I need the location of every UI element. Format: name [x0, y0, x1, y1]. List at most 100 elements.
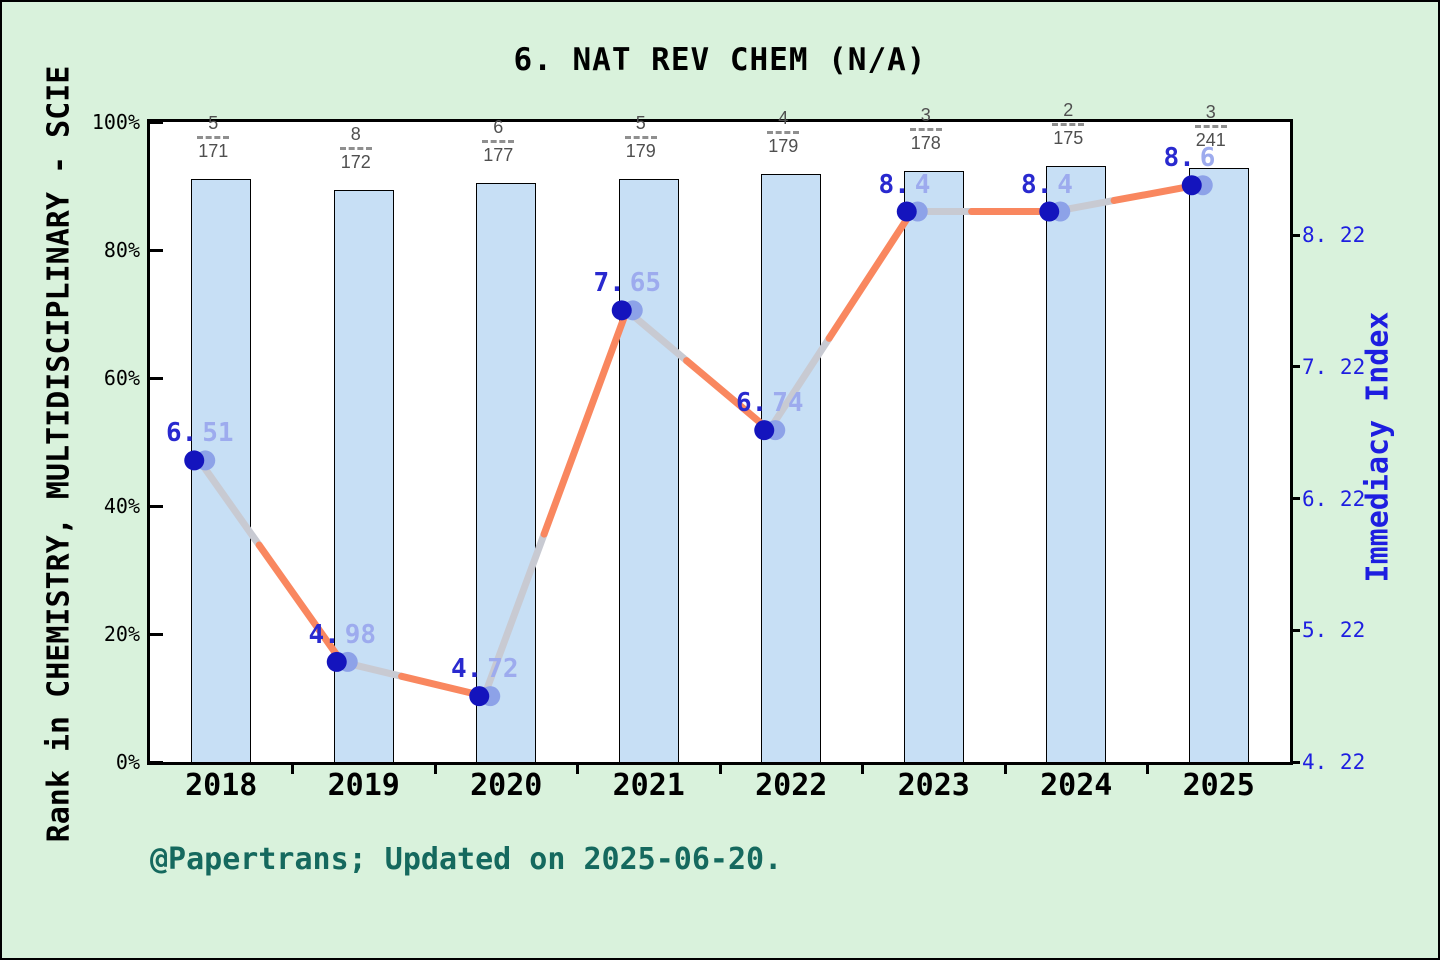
x-minor-tick: [1003, 765, 1007, 774]
left-axis-tick: [150, 632, 163, 636]
fraction-numerator: 8: [350, 123, 361, 144]
immediacy-index-line: [184, 175, 1213, 707]
point-label-int: 4.: [450, 654, 483, 685]
point-label-int: 8.: [878, 169, 910, 200]
data-point-marker: [469, 686, 490, 707]
fraction-denominator: 179: [768, 135, 799, 156]
x-tick-label-2025: 2025: [1182, 768, 1255, 803]
line-segment-orange: [540, 306, 631, 538]
point-label-dec: 51: [202, 418, 234, 449]
x-tick-label-2021: 2021: [612, 768, 685, 803]
fraction-denominator: 177: [483, 144, 514, 165]
fraction-numerator: 5: [208, 112, 219, 133]
left-axis-tick-label: 40%: [103, 494, 140, 518]
point-label-dec: 4: [1057, 169, 1073, 200]
fraction-denominator: 175: [1053, 128, 1084, 149]
x-minor-tick: [1146, 765, 1149, 774]
point-label-int: 6.: [735, 388, 768, 419]
x-minor-tick: [718, 765, 722, 774]
fraction-numerator: 6: [493, 116, 504, 137]
data-point-marker: [754, 420, 775, 441]
left-axis-tick-label: 20%: [103, 622, 140, 646]
fraction-numerator: 3: [1205, 102, 1216, 123]
bar-2018: [191, 178, 252, 762]
data-point-marker: [611, 300, 632, 321]
line-segment-gray: [765, 334, 833, 434]
fraction-denominator: 178: [910, 133, 941, 154]
bar-2020: [476, 182, 537, 762]
plot-area: 5 171 8 172 6 177 5 179 4 179 3 178 2 175 3 241 6. 51 4. 98…: [147, 100, 1293, 765]
right-axis-tick-label: 5. 22: [1302, 618, 1366, 643]
bar-2021: [618, 178, 679, 762]
right-axis-tick-label: 4. 22: [1302, 750, 1366, 774]
right-axis-tick-label: 6. 22: [1302, 486, 1366, 511]
left-axis-tick: [150, 760, 163, 764]
fraction-divider-dash: [1194, 125, 1227, 129]
x-tick-label-2019: 2019: [327, 768, 400, 803]
x-minor-tick: [291, 765, 294, 774]
fraction-divider-dash: [624, 135, 657, 139]
fraction-divider-dash: [197, 135, 230, 139]
point-label-int: 6.: [165, 418, 198, 449]
fraction-divider-dash: [767, 130, 800, 134]
line-segment-orange: [683, 357, 773, 434]
fraction-label-2019: 8 172: [306, 124, 406, 172]
fraction-numerator: 4: [778, 107, 789, 128]
left-axis-tick-label: 60%: [103, 366, 140, 390]
bar-2025: [1188, 168, 1249, 762]
right-axis-tick: [1290, 628, 1300, 632]
right-axis-tick-label: 8. 22: [1302, 223, 1366, 248]
right-axis-tick: [1290, 233, 1300, 237]
data-point-marker: [1181, 175, 1202, 196]
fraction-denominator: 172: [340, 151, 371, 172]
line-segment-orange: [825, 208, 916, 342]
bar-2023: [903, 171, 964, 762]
x-tick-label-2024: 2024: [1040, 768, 1113, 803]
fraction-label-2023: 3 178: [876, 105, 976, 153]
left-axis-tick: [150, 120, 163, 124]
line-segment-orange: [255, 541, 346, 666]
fraction-numerator: 2: [1063, 100, 1074, 121]
fraction-denominator: 171: [198, 140, 229, 161]
left-axis-tick: [150, 248, 163, 252]
right-axis-tick-label: 7. 22: [1302, 354, 1366, 379]
right-axis-tick: [1290, 760, 1300, 764]
data-point-marker: [896, 201, 917, 222]
left-axis-tick-label: 0%: [115, 750, 140, 774]
right-axis-tick: [1290, 365, 1300, 369]
fraction-label-2022: 4 179: [733, 108, 833, 156]
fraction-divider-dash: [1052, 123, 1085, 127]
left-axis-tick: [150, 504, 163, 508]
left-axis-title: Rank in CHEMISTRY, MULTIDISCIPLINARY - S…: [41, 65, 77, 843]
data-point-marker: [184, 450, 205, 471]
x-tick-label-2022: 2022: [755, 768, 828, 803]
left-axis-tick: [150, 376, 163, 380]
fraction-denominator: 241: [1195, 130, 1226, 151]
fraction-label-2025: 3 241: [1161, 102, 1261, 150]
point-label-int: 8.: [1163, 143, 1195, 174]
line-segment-gray: [195, 456, 263, 549]
watermark-text: @Papertrans; Updated on 2025-06-20.: [150, 842, 783, 877]
fraction-label-2021: 5 179: [591, 113, 691, 161]
fraction-divider-dash: [339, 146, 372, 150]
point-label-dec: 98: [344, 619, 377, 650]
data-point-marker: [1039, 201, 1060, 222]
line-segment-gray: [480, 530, 548, 700]
left-axis-tick-label: 100%: [91, 110, 140, 134]
fraction-label-2024: 2 175: [1018, 100, 1118, 148]
point-label-int: 4.: [308, 619, 340, 650]
point-label-dec: 72: [487, 654, 519, 685]
point-label-dec: 74: [772, 388, 804, 419]
x-tick-label-2023: 2023: [897, 768, 970, 803]
left-axis-tick-label: 80%: [103, 238, 140, 262]
right-axis-title: Immediacy Index: [1360, 311, 1396, 583]
fraction-divider-dash: [909, 128, 942, 132]
x-tick-label-2020: 2020: [470, 768, 543, 803]
x-minor-tick: [433, 765, 437, 774]
fraction-divider-dash: [482, 139, 515, 143]
fraction-denominator: 179: [625, 140, 656, 161]
x-minor-tick: [576, 765, 579, 774]
x-minor-tick: [861, 765, 864, 774]
point-label-dec: 6: [1199, 143, 1216, 174]
